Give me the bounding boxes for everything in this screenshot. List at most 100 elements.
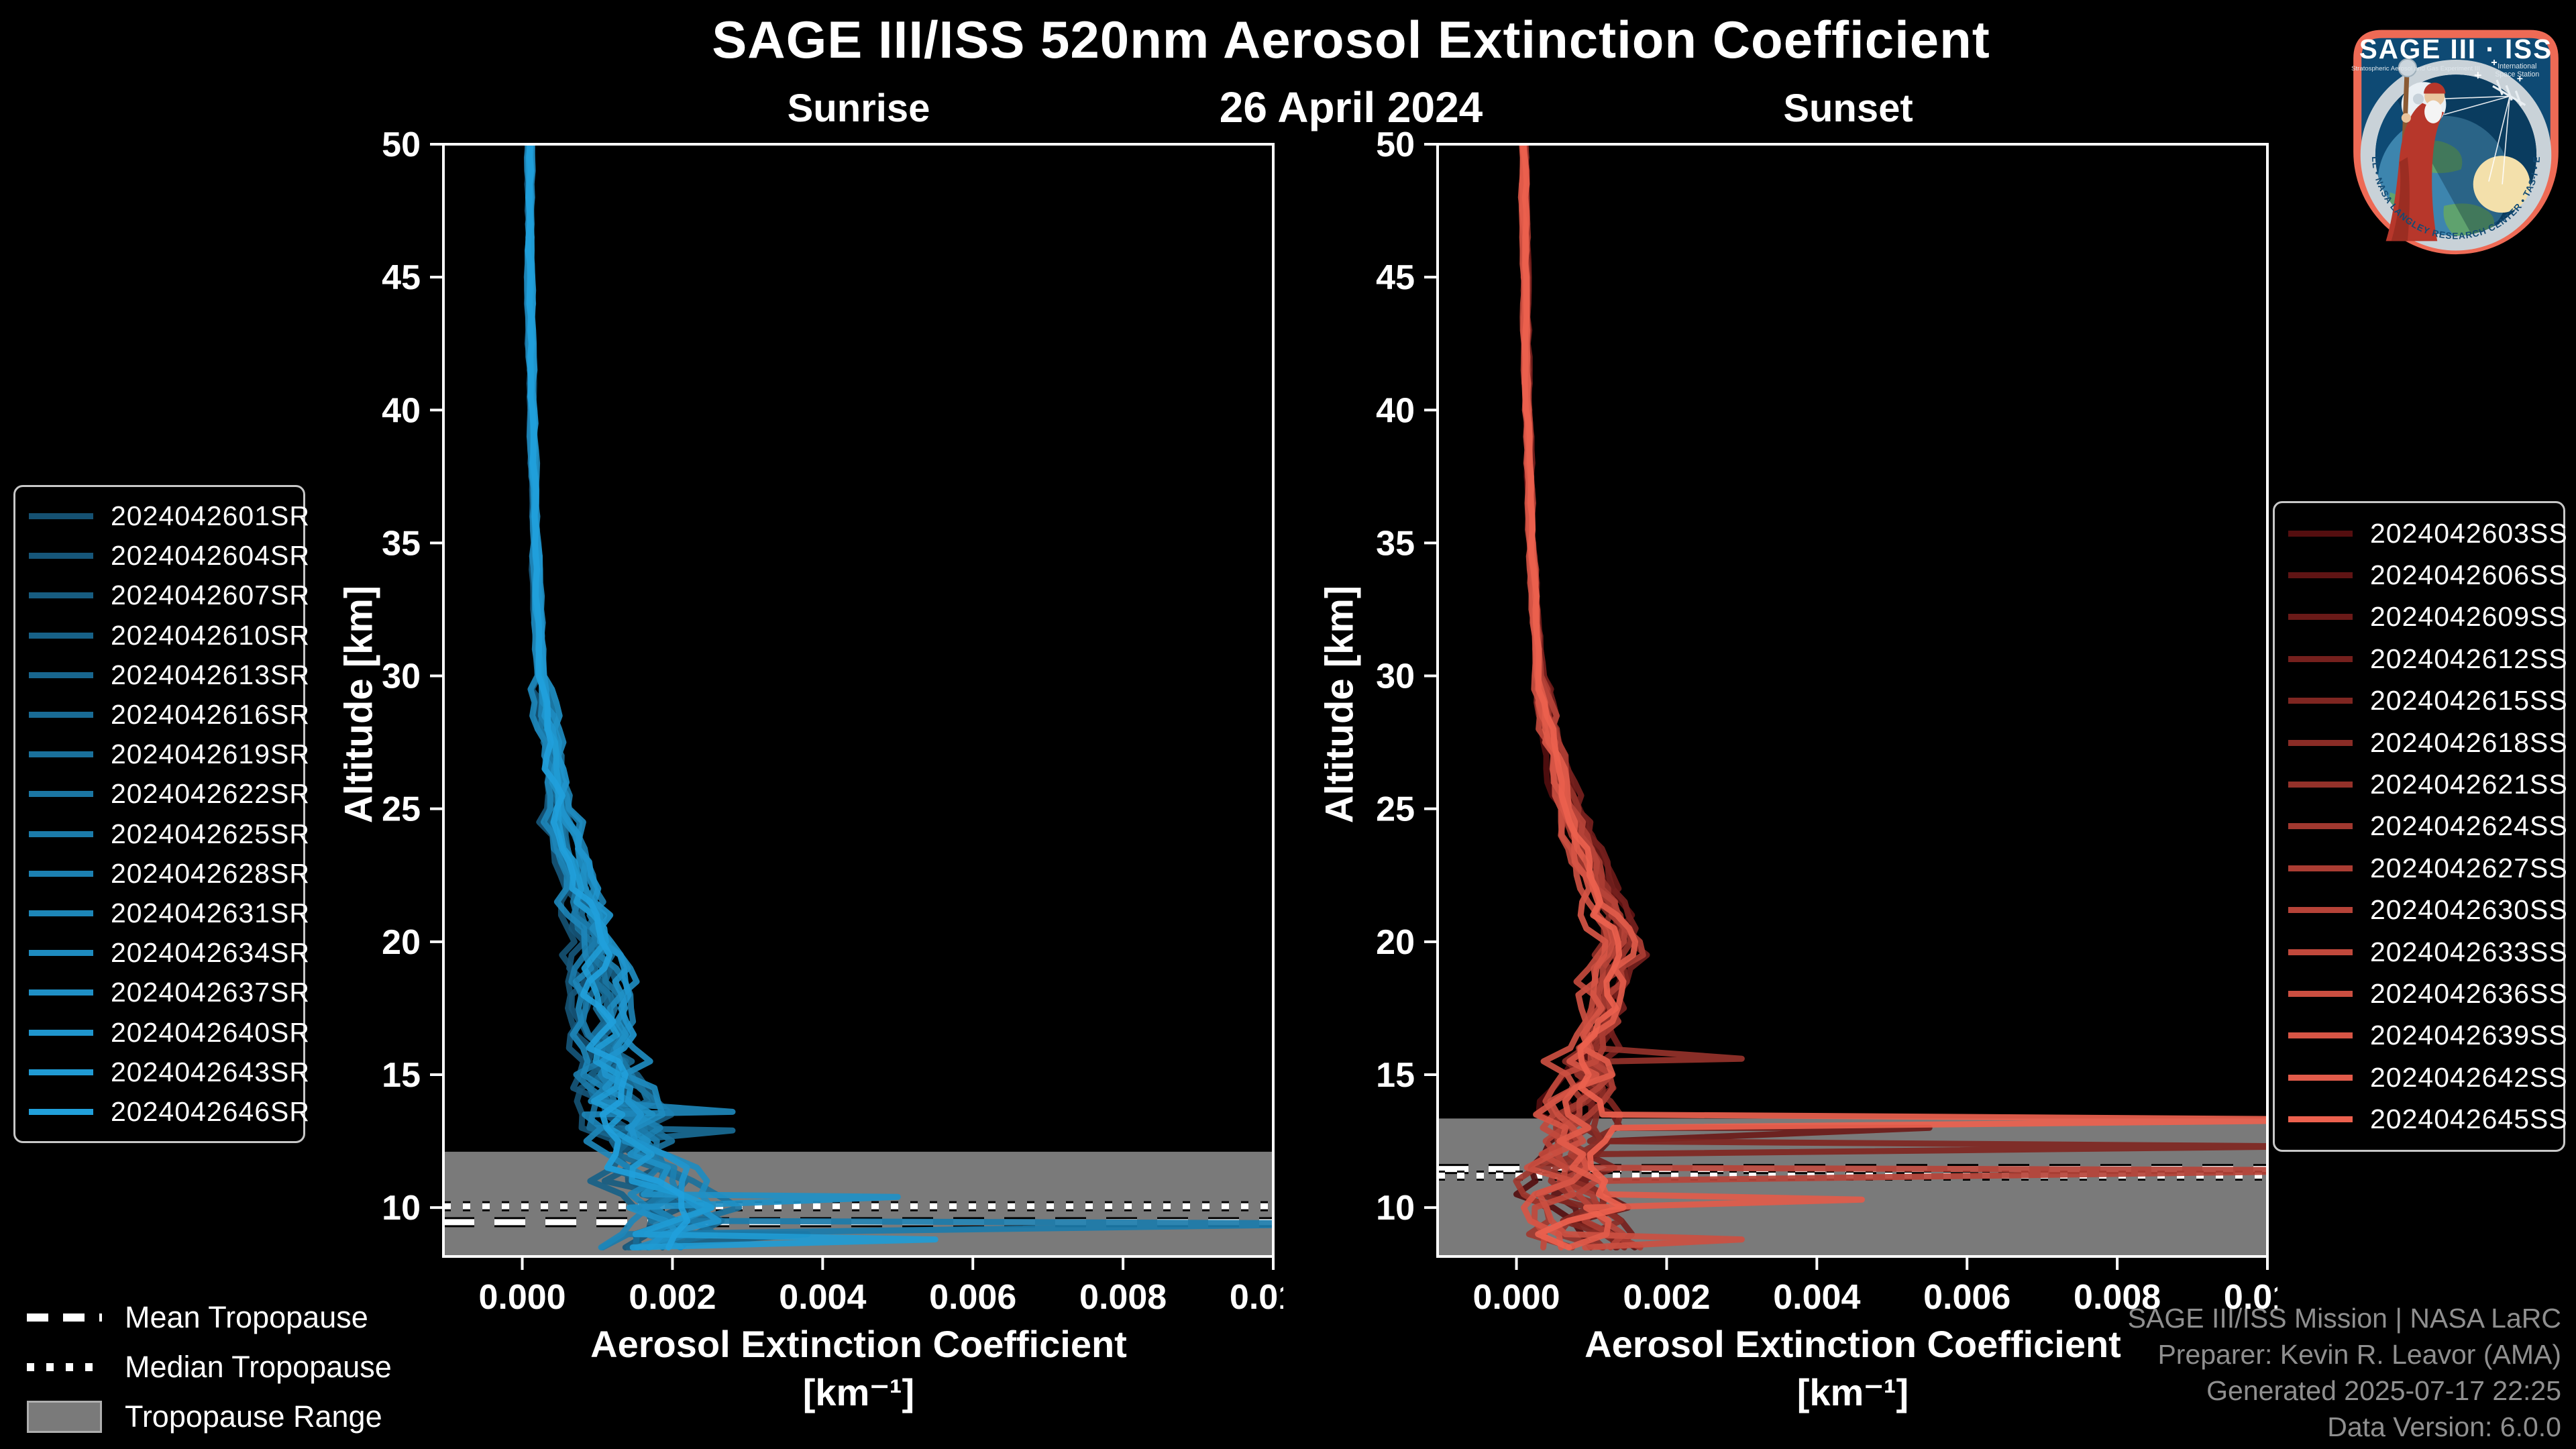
tropopause-legend: Mean Tropopause Median Tropopause Tropop… bbox=[27, 1300, 392, 1434]
legend-entry-label: 2024042606SS bbox=[2370, 559, 2568, 591]
legend-entry-2024042618SS: 2024042618SS bbox=[2288, 727, 2567, 759]
legend-entry-label: 2024042622SR bbox=[111, 778, 310, 810]
sunrise-y-tick-label: 35 bbox=[382, 524, 421, 563]
credit-mission: SAGE III/ISS Mission | NASA LaRC bbox=[2127, 1302, 2561, 1334]
legend-entry-label: 2024042639SS bbox=[2370, 1020, 2568, 1051]
legend-entry-label: 2024042607SR bbox=[111, 580, 310, 611]
legend-entry-2024042607SR: 2024042607SR bbox=[29, 580, 309, 611]
legend-entry-2024042639SS: 2024042639SS bbox=[2288, 1020, 2567, 1051]
legend-line-swatch bbox=[29, 1069, 93, 1075]
legend-line-swatch bbox=[2288, 782, 2353, 788]
dotted-line-swatch bbox=[27, 1363, 102, 1371]
sunset-y-tick-label: 25 bbox=[1376, 790, 1415, 829]
legend-line-swatch bbox=[29, 870, 93, 877]
credit-preparer: Preparer: Kevin R. Leavor (AMA) bbox=[2157, 1338, 2561, 1370]
legend-entry-label: 2024042631SR bbox=[111, 897, 310, 928]
patch-stars bbox=[2474, 59, 2523, 82]
credit-generated: Generated 2025-07-17 22:25 bbox=[2206, 1375, 2561, 1406]
tropopause-range-label: Tropopause Range bbox=[125, 1399, 382, 1434]
legend-entry-label: 2024042624SS bbox=[2370, 810, 2568, 842]
legend-entry-2024042645SS: 2024042645SS bbox=[2288, 1104, 2567, 1135]
legend-entry-label: 2024042616SR bbox=[111, 699, 310, 731]
legend-entry-label: 2024042636SS bbox=[2370, 977, 2568, 1009]
legend-line-swatch bbox=[2288, 1116, 2353, 1123]
legend-entry-label: 2024042603SS bbox=[2370, 517, 2568, 549]
sunset-y-tick-label: 50 bbox=[1376, 125, 1415, 164]
legend-entry-label: 2024042615SS bbox=[2370, 685, 2568, 716]
legend-entry-label: 2024042618SS bbox=[2370, 727, 2568, 758]
sunset-x-tick-label: 0.002 bbox=[1623, 1278, 1710, 1317]
sunset-x-tick-label: 0.000 bbox=[1472, 1278, 1560, 1317]
legend-line-swatch bbox=[29, 632, 93, 639]
legend-entry-label: 2024042643SR bbox=[111, 1056, 310, 1087]
legend-line-swatch bbox=[29, 1108, 93, 1115]
patch-sun bbox=[2473, 156, 2530, 213]
legend-entry-label: 2024042609SS bbox=[2370, 601, 2568, 633]
sage-iii-iss-mission-patch-logo: SAGE III · ISS Stratospheric Aerosol and… bbox=[2343, 11, 2559, 255]
legend-line-swatch bbox=[2288, 823, 2353, 830]
legend-line-swatch bbox=[2288, 990, 2353, 997]
sunrise-y-tick-label: 25 bbox=[382, 790, 421, 829]
legend-entry-2024042601SR: 2024042601SR bbox=[29, 500, 309, 532]
sunset-plot-border bbox=[1436, 143, 2269, 1258]
median-tropopause-label: Median Tropopause bbox=[125, 1350, 392, 1384]
sunrise-event-legend: 2024042601SR 2024042604SR 2024042607SR 2024… bbox=[13, 485, 309, 1143]
sunrise-y-tick-label: 50 bbox=[382, 125, 421, 164]
legend-line-swatch bbox=[29, 592, 93, 599]
legend-line-swatch bbox=[29, 830, 93, 837]
legend-entry-2024042616SR: 2024042616SR bbox=[29, 699, 309, 731]
legend-entry-2024042640SR: 2024042640SR bbox=[29, 1017, 309, 1049]
legend-entry-2024042628SR: 2024042628SR bbox=[29, 858, 309, 890]
patch-subtitle-right2: Space Station bbox=[2495, 70, 2539, 78]
sunset-panel-title: Sunset bbox=[1783, 87, 1913, 130]
sunset-y-tick-label: 45 bbox=[1376, 258, 1415, 297]
legend-entry-2024042615SS: 2024042615SS bbox=[2288, 685, 2567, 716]
legend-entry-label: 2024042619SR bbox=[111, 739, 310, 770]
sunrise-y-tick-label: 15 bbox=[382, 1056, 421, 1095]
sunset-y-tick-label: 40 bbox=[1376, 391, 1415, 430]
legend-entry-label: 2024042628SR bbox=[111, 857, 310, 889]
legend-entry-2024042634SR: 2024042634SR bbox=[29, 937, 309, 969]
legend-line-swatch bbox=[29, 553, 93, 559]
x-axis-label-line1: Aerosol Extinction Coefficient bbox=[1585, 1323, 2121, 1365]
legend-entry-2024042613SR: 2024042613SR bbox=[29, 659, 309, 691]
sunset-x-tick-label: 0.006 bbox=[1923, 1278, 2010, 1317]
legend-entry-2024042619SR: 2024042619SR bbox=[29, 739, 309, 770]
legend-entry-label: 2024042625SR bbox=[111, 818, 310, 849]
sunrise-x-axis-label: Aerosol Extinction Coefficient [km⁻¹] bbox=[443, 1320, 1275, 1416]
figure-header: SAGE III/ISS 520nm Aerosol Extinction Co… bbox=[443, 0, 2259, 132]
sunrise-x-tick-label: 0.000 bbox=[478, 1278, 566, 1317]
legend-line-swatch bbox=[29, 712, 93, 718]
legend-entry-2024042630SS: 2024042630SS bbox=[2288, 894, 2567, 926]
legend-line-swatch bbox=[2288, 698, 2353, 704]
sunset-x-tick-label: 0.004 bbox=[1773, 1278, 1860, 1317]
legend-line-swatch bbox=[2288, 1074, 2353, 1081]
page-title: SAGE III/ISS 520nm Aerosol Extinction Co… bbox=[712, 10, 1990, 69]
mean-tropopause-label: Mean Tropopause bbox=[125, 1300, 368, 1334]
legend-entry-label: 2024042645SS bbox=[2370, 1104, 2568, 1135]
figure-date: 26 April 2024 bbox=[1219, 83, 1483, 131]
sunset-y-tick-label: 20 bbox=[1376, 923, 1415, 962]
sunset-y-tick-label: 35 bbox=[1376, 524, 1415, 563]
legend-entry-label: 2024042630SS bbox=[2370, 894, 2568, 926]
legend-line-swatch bbox=[2288, 949, 2353, 955]
credits-block: SAGE III/ISS Mission | NASA LaRC Prepare… bbox=[2128, 1300, 2561, 1445]
legend-entry-2024042625SR: 2024042625SR bbox=[29, 818, 309, 850]
legend-entry-2024042624SS: 2024042624SS bbox=[2288, 810, 2567, 842]
legend-line-swatch bbox=[29, 950, 93, 957]
legend-line-swatch bbox=[29, 672, 93, 678]
legend-entry-label: 2024042640SR bbox=[111, 1016, 310, 1048]
legend-entry-label: 2024042612SS bbox=[2370, 643, 2568, 674]
legend-entry-2024042612SS: 2024042612SS bbox=[2288, 643, 2567, 675]
legend-line-swatch bbox=[29, 513, 93, 520]
sunrise-x-tick-label: 0.004 bbox=[779, 1278, 866, 1317]
legend-line-swatch bbox=[2288, 907, 2353, 914]
legend-entry-label: 2024042642SS bbox=[2370, 1061, 2568, 1093]
x-axis-label-units: [km⁻¹] bbox=[1796, 1371, 1909, 1413]
patch-title: SAGE III · ISS bbox=[2359, 34, 2553, 64]
sunrise-y-tick-label: 45 bbox=[382, 258, 421, 297]
sunset-y-tick-label: 30 bbox=[1376, 657, 1415, 696]
patch-iss-icon bbox=[2492, 79, 2526, 107]
sunrise-plot: 0.000 0.002 0.004 0.006 0.008 0.010 10 15 20 25 30… bbox=[382, 125, 1283, 1317]
sunrise-x-tick-label: 0.006 bbox=[929, 1278, 1016, 1317]
